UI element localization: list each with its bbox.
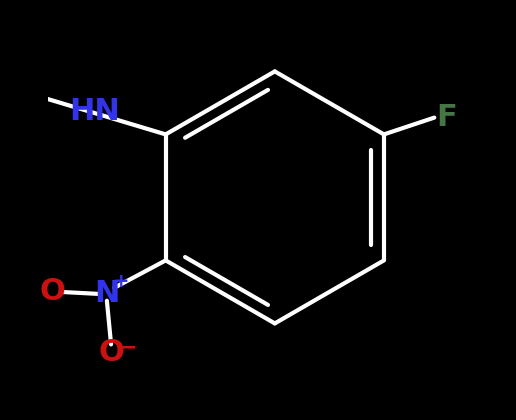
Text: O: O [39,277,65,307]
Text: −: − [119,338,137,358]
Text: F: F [437,103,457,132]
Text: N: N [94,279,120,309]
Text: O: O [98,338,124,368]
Text: HN: HN [69,97,120,126]
Text: +: + [114,272,130,291]
